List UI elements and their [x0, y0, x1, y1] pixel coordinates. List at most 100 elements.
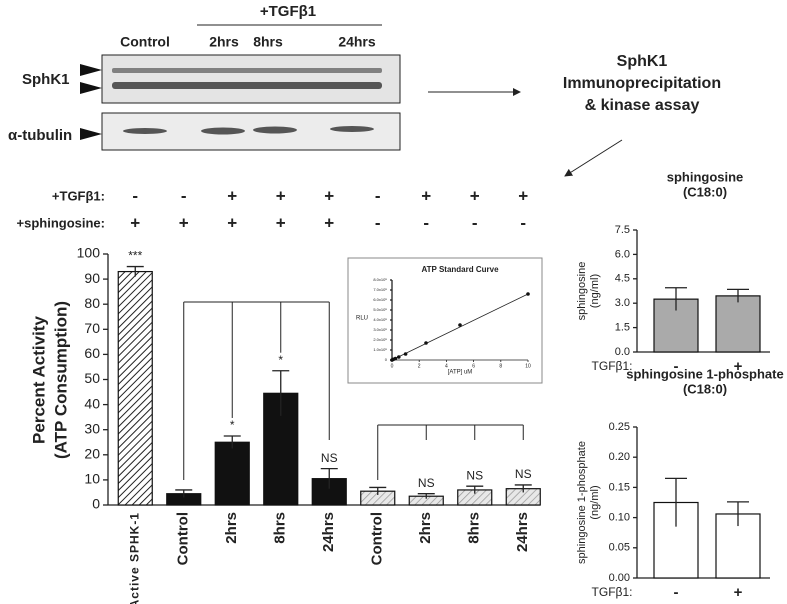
bar — [214, 441, 250, 506]
condition-sign: + — [324, 213, 334, 232]
inset-box — [347, 257, 543, 384]
blot-box — [101, 54, 401, 104]
x-tick-label: 8 — [499, 363, 502, 369]
significance: NS — [466, 468, 483, 482]
y-axis-label: Percent Activity — [29, 316, 48, 444]
y-tick-label: 0.05 — [609, 542, 630, 554]
y-tick-label: 0 — [385, 357, 388, 362]
y-tick-label: 3.0x10⁵ — [373, 327, 387, 332]
point — [393, 356, 398, 361]
y-tick-label: 80 — [84, 295, 100, 311]
x-tick-label: 8hrs — [272, 512, 289, 544]
y-tick-label: 1.5 — [615, 322, 630, 334]
y-tick-label: 0.00 — [609, 572, 630, 584]
lane-label: 2hrs — [209, 34, 239, 50]
significance: NS — [515, 467, 532, 481]
assay-label: & kinase assay — [585, 97, 700, 114]
assay-label: Immunoprecipitation — [563, 75, 721, 92]
condition-sign: - — [181, 186, 187, 205]
x-tick-label: 24hrs — [514, 512, 531, 552]
y-axis-label: (ng/ml) — [589, 274, 601, 308]
y-tick-label: 30 — [84, 420, 100, 436]
y-tick-label: 1.0x10⁵ — [373, 347, 387, 352]
significance: NS — [321, 451, 338, 465]
y-axis-label: RLU — [356, 316, 368, 322]
condition-sign: + — [470, 186, 480, 205]
x-tick-label: Control — [175, 512, 192, 565]
bands — [112, 68, 382, 135]
y-tick-label: 0 — [92, 496, 100, 512]
bar — [715, 295, 761, 353]
x-tick-label: 8hrs — [466, 512, 483, 544]
condition-sign: + — [276, 213, 286, 232]
chart-title: sphingosine 1-phosphate — [626, 366, 783, 381]
y-tick-label: 60 — [84, 345, 100, 361]
y-tick-label: 7.0x10⁵ — [373, 287, 387, 292]
chart-title: (C18:0) — [683, 184, 727, 199]
row-label: α-tubulin — [8, 127, 72, 144]
y-tick-label: 5.0x10⁵ — [373, 307, 387, 312]
assay-label: SphK1 — [617, 53, 668, 70]
y-tick-label: 0.10 — [609, 512, 630, 524]
x-tick-label: 10 — [525, 363, 531, 369]
chart-title: ATP Standard Curve — [421, 265, 499, 274]
y-tick-label: 90 — [84, 270, 100, 286]
y-tick-label: 4.5 — [615, 273, 630, 285]
y-tick-label: 3.0 — [615, 297, 630, 309]
x-tick-label: 0 — [391, 363, 394, 369]
point — [526, 292, 530, 296]
condition-sign: - — [375, 186, 381, 205]
x-tick-label: 6 — [472, 363, 475, 369]
y-tick-label: 20 — [84, 446, 100, 462]
y-tick-label: 6.0x10⁵ — [373, 297, 387, 302]
x-tick-label: + — [734, 584, 743, 601]
lane-label: 8hrs — [253, 34, 283, 50]
condition-sign: - — [375, 213, 381, 232]
y-axis-label: sphingosine — [576, 262, 588, 321]
significance: *** — [128, 249, 142, 263]
condition-sign: - — [132, 186, 138, 205]
condition-sign: + — [324, 186, 334, 205]
y-tick-label: 50 — [84, 370, 100, 386]
condition-label: +TGFβ1: — [52, 188, 105, 203]
x-tick-label: 24hrs — [320, 512, 337, 552]
y-axis-label: (ng/ml) — [589, 485, 601, 519]
x-tick-label: + — [734, 358, 743, 375]
condition-sign: + — [179, 213, 189, 232]
point — [458, 323, 462, 327]
y-tick-label: 8.0x10⁵ — [373, 277, 387, 282]
y-tick-label: 6.0 — [615, 248, 630, 260]
y-axis-label: (ATP Consumption) — [51, 301, 70, 459]
condition-sign: + — [518, 186, 528, 205]
y-tick-label: 70 — [84, 320, 100, 336]
condition-sign: - — [520, 213, 526, 232]
chart-title: (C18:0) — [683, 381, 727, 396]
x-tick-label: - — [674, 358, 679, 375]
condition-sign: + — [227, 186, 237, 205]
y-axis-label: sphingosine 1-phosphate — [576, 441, 588, 564]
arrowheads — [80, 64, 102, 140]
point — [397, 355, 401, 359]
significance: * — [230, 418, 235, 432]
condition-sign: - — [423, 213, 429, 232]
row-label: SphK1 — [22, 71, 70, 88]
x-tick-label: 2hrs — [417, 512, 434, 544]
x-tick-label: Control — [369, 512, 386, 565]
x-tick-label: 4 — [445, 363, 448, 369]
significance: NS — [418, 476, 435, 490]
condition-sign: + — [421, 186, 431, 205]
arrow — [564, 139, 623, 177]
x-prefix: TGFβ1: — [592, 585, 633, 599]
x-tick-label: 2 — [418, 363, 421, 369]
y-tick-label: 100 — [77, 245, 101, 261]
y-tick-label: 2.0x10⁵ — [373, 337, 387, 342]
blot-header: +TGFβ1 — [260, 3, 316, 20]
condition-sign: - — [472, 213, 478, 232]
chart-title: sphingosine — [667, 169, 744, 184]
y-tick-label: 0.25 — [609, 421, 630, 433]
y-tick-label: 7.5 — [615, 224, 630, 236]
point — [424, 341, 428, 345]
bar — [117, 270, 153, 506]
y-tick-label: 0.0 — [615, 346, 630, 358]
x-tick-label: 2hrs — [223, 512, 240, 544]
